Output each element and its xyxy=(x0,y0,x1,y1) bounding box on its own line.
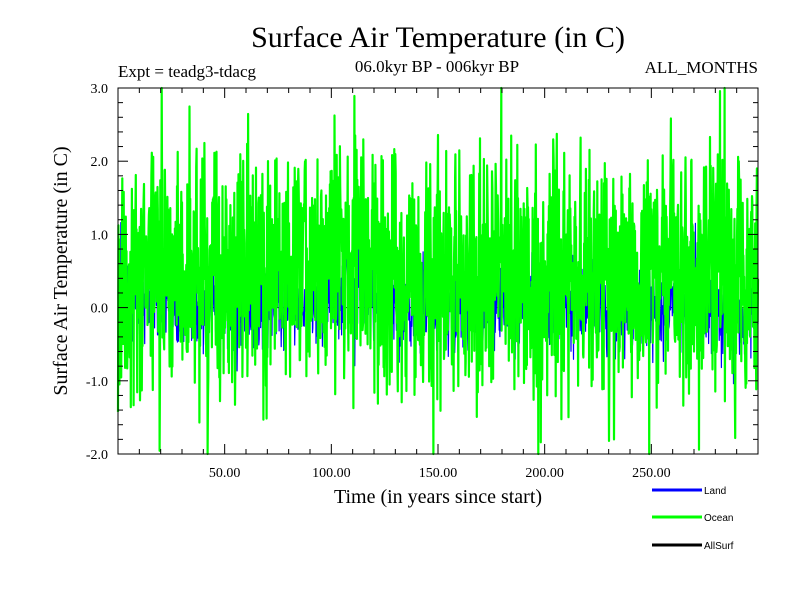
x-tick-label: 150.00 xyxy=(419,466,458,481)
legend-item-land: Ocean xyxy=(652,513,733,524)
legend-item-allsurf: AllSurf xyxy=(652,541,734,552)
y-tick-label: -1.0 xyxy=(86,375,108,390)
experiment-label: Expt = teadg3-tdacg xyxy=(118,62,256,81)
series-line-ocean xyxy=(116,86,760,456)
legend-label-ocean: Land xyxy=(704,486,726,497)
y-tick-label: 0.0 xyxy=(91,302,109,317)
plot-area xyxy=(116,86,760,456)
legend-label-land: Ocean xyxy=(704,513,733,524)
months-label: ALL_MONTHS xyxy=(645,58,758,77)
axis-ticks: 50.00 100.00 150.00 200.00 250.00 -2.0 -1.0 0.0… xyxy=(86,82,759,481)
x-tick-label: 50.00 xyxy=(209,466,241,481)
x-tick-label: 250.00 xyxy=(632,466,671,481)
y-axis-label: Surface Air Temperature (in C) xyxy=(50,146,72,395)
y-tick-label: 1.0 xyxy=(91,228,109,243)
legend-item-ocean: Land xyxy=(652,486,726,497)
chart-title: Surface Air Temperature (in C) xyxy=(251,21,625,54)
legend: Land Ocean AllSurf xyxy=(652,486,734,552)
x-axis-label: Time (in years since start) xyxy=(334,486,542,508)
legend-label-allsurf: AllSurf xyxy=(704,541,734,552)
period-label: 06.0kyr BP - 006kyr BP xyxy=(355,57,519,76)
y-tick-label: 3.0 xyxy=(91,82,109,97)
x-tick-label: 200.00 xyxy=(525,466,564,481)
y-tick-label: 2.0 xyxy=(91,155,109,170)
y-tick-label: -2.0 xyxy=(86,448,108,463)
x-tick-label: 100.00 xyxy=(312,466,351,481)
